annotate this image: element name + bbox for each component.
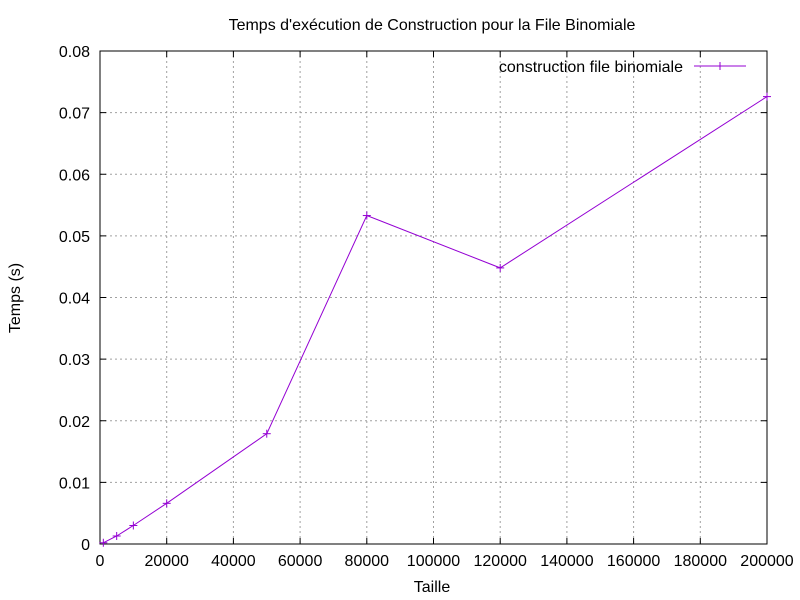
grid-lines — [100, 51, 767, 544]
y-tick-label: 0.03 — [59, 352, 90, 369]
x-tick-label: 80000 — [345, 553, 390, 570]
data-point — [112, 531, 121, 540]
x-tick-label: 160000 — [607, 553, 660, 570]
y-tick-label: 0.01 — [59, 475, 90, 492]
x-tick-label: 140000 — [540, 553, 593, 570]
data-point — [129, 521, 138, 530]
legend-label: construction file binomiale — [499, 59, 683, 76]
series-line — [103, 96, 768, 544]
data-point — [99, 538, 108, 547]
y-tick-label: 0.07 — [59, 106, 90, 123]
y-tick-label: 0 — [81, 537, 90, 554]
x-tick-label: 180000 — [674, 553, 727, 570]
x-tick-label: 40000 — [211, 553, 256, 570]
data-point — [262, 429, 271, 438]
y-tick-label: 0.08 — [59, 44, 90, 61]
data-point — [362, 211, 371, 220]
x-tick-label: 100000 — [407, 553, 460, 570]
y-tick-label: 0.05 — [59, 229, 90, 246]
chart-title: Temps d'exécution de Construction pour l… — [229, 17, 636, 34]
y-tick-label: 0.02 — [59, 414, 90, 431]
x-tick-label: 120000 — [474, 553, 527, 570]
x-tick-label: 60000 — [278, 553, 323, 570]
ticks: 0 20000 40000 60000 80000 100000 120000 140000 1… — [59, 44, 794, 570]
x-tick-label: 0 — [96, 553, 105, 570]
x-axis-label: Taille — [414, 579, 451, 596]
data-point — [496, 263, 505, 272]
legend: construction file binomiale — [499, 59, 746, 76]
x-tick-label: 200000 — [740, 553, 793, 570]
x-tick-label: 20000 — [144, 553, 189, 570]
y-tick-label: 0.06 — [59, 167, 90, 184]
data-point — [763, 92, 771, 101]
series-layer — [99, 92, 771, 547]
y-axis-label: Temps (s) — [7, 263, 24, 333]
y-tick-label: 0.04 — [59, 291, 90, 308]
data-point — [162, 499, 171, 508]
legend-swatch-marker — [716, 62, 724, 70]
